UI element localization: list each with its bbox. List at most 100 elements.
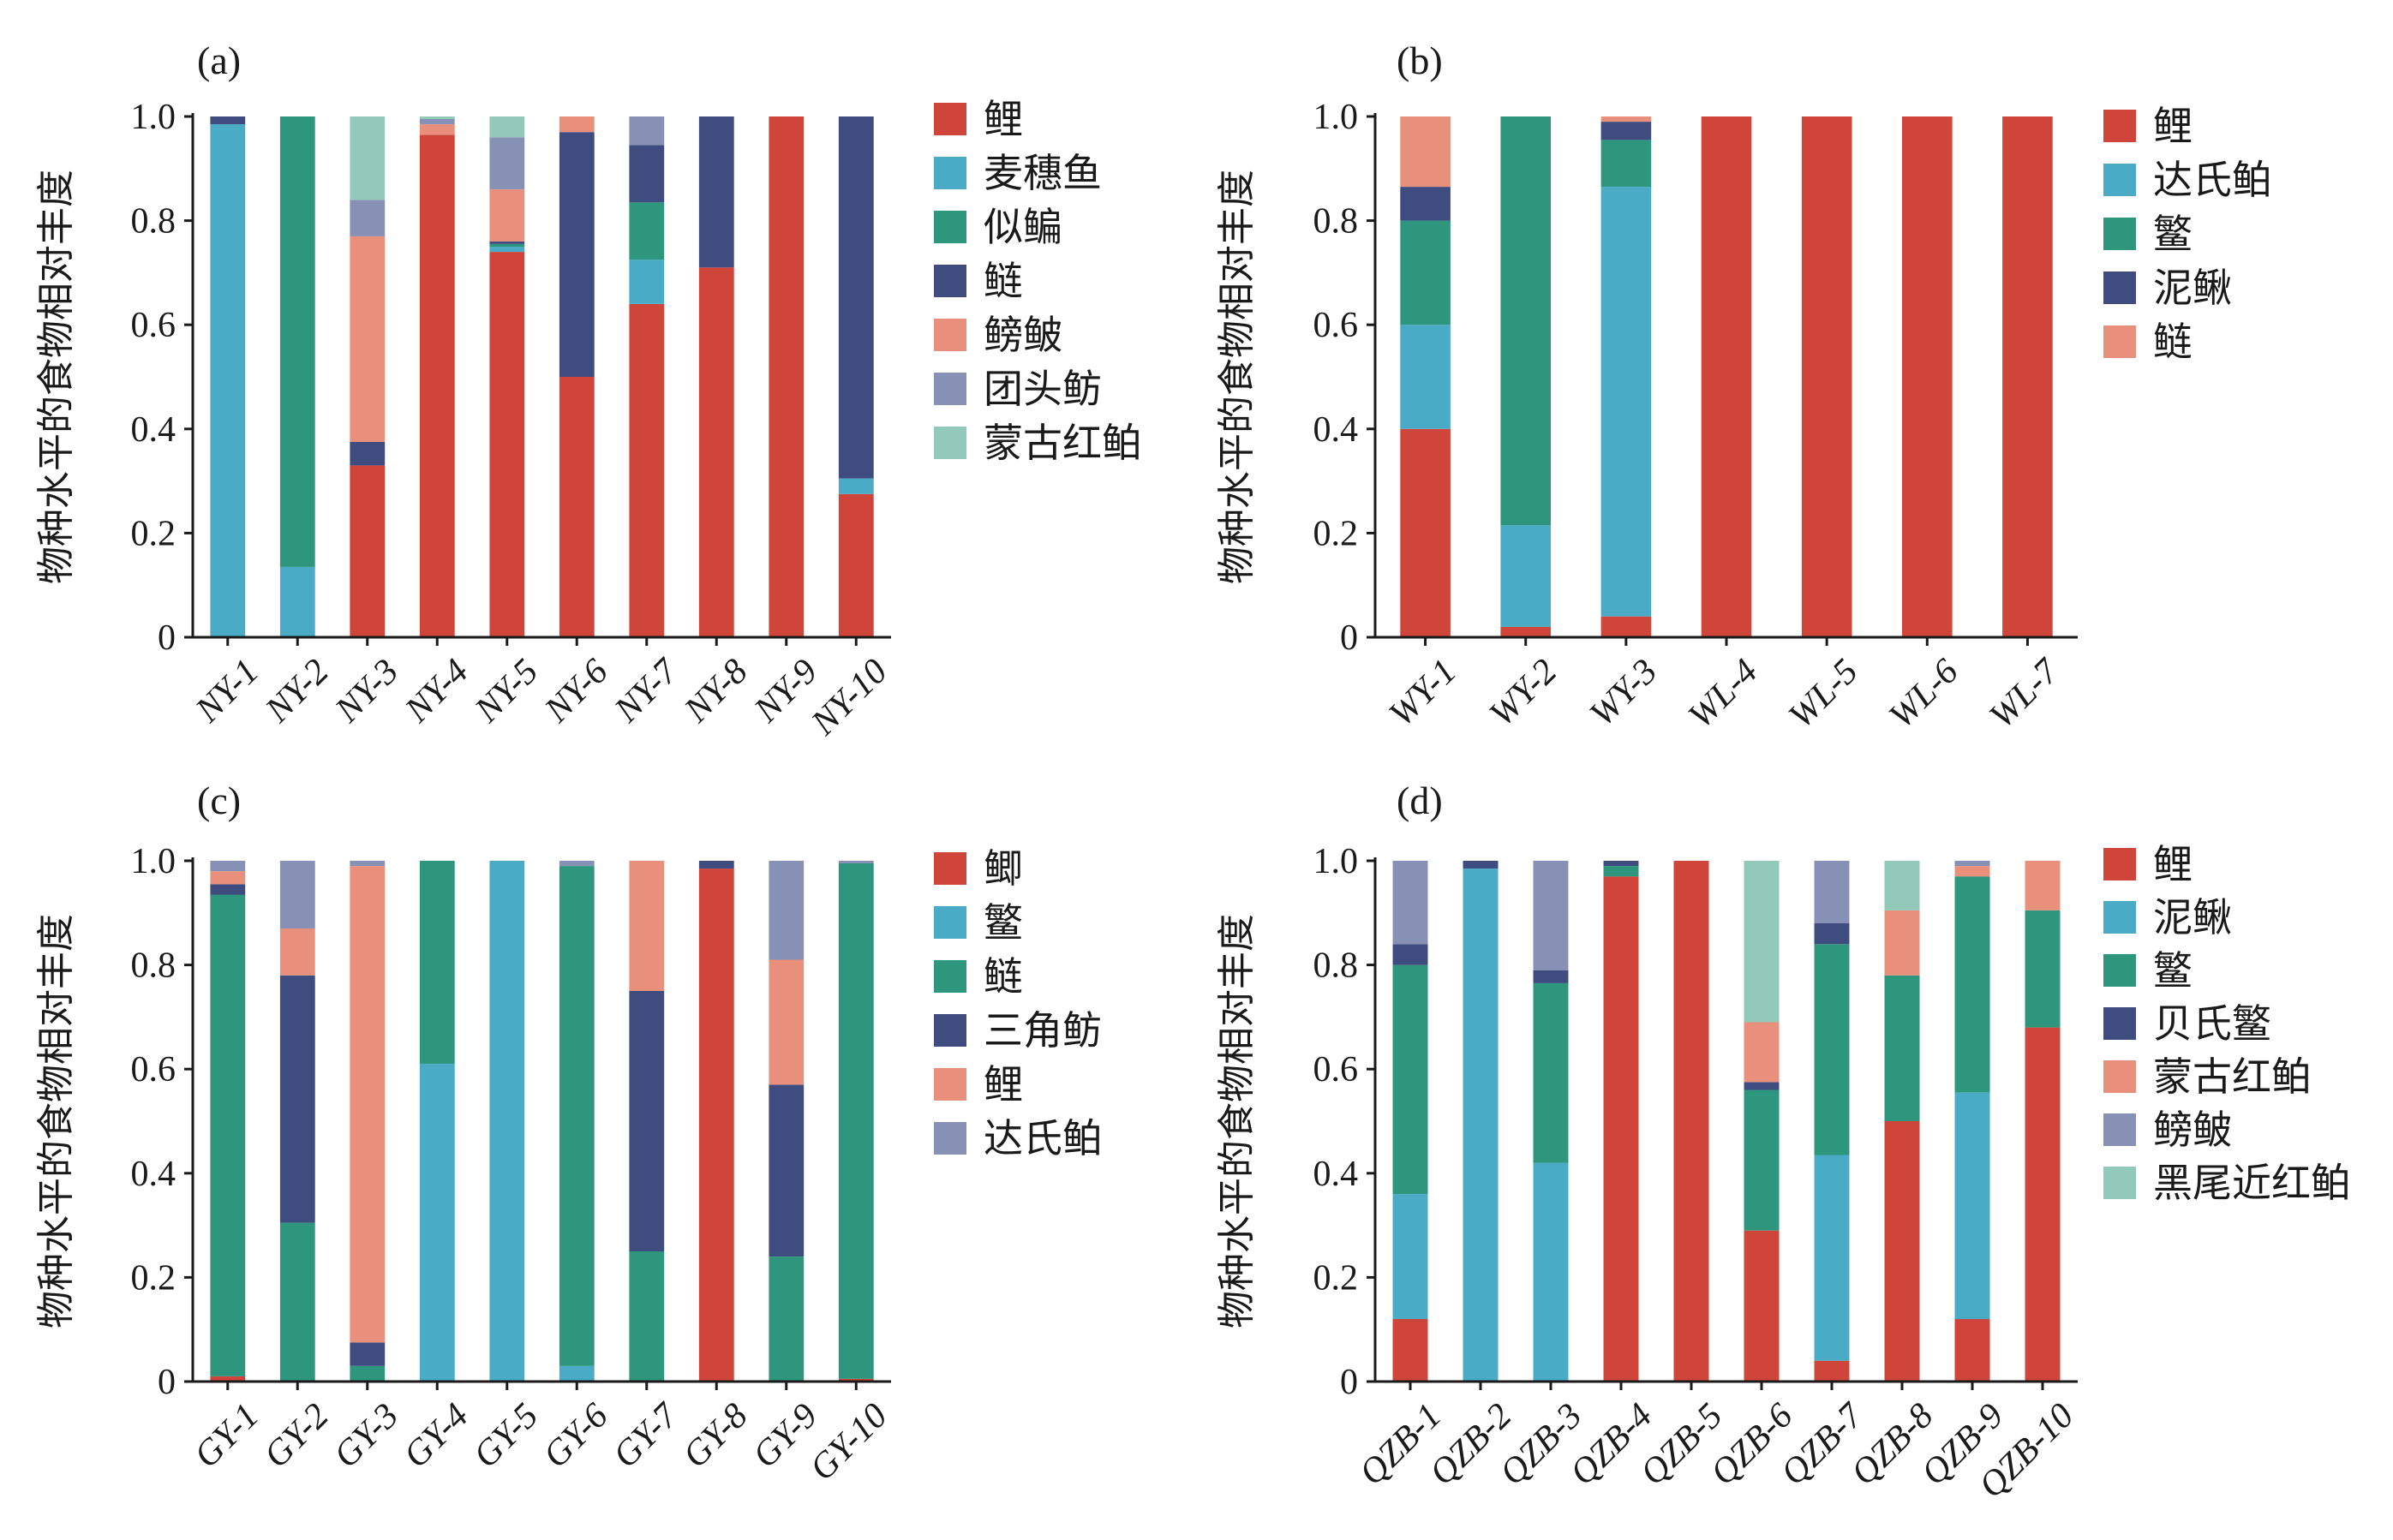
y-tick-label: 0.4 [131, 410, 176, 450]
bar-segment [489, 861, 525, 1382]
legend-swatch [934, 1068, 966, 1101]
legend-label: 鲤 [2153, 841, 2193, 887]
bar-segment [698, 868, 734, 1382]
legend-swatch [2103, 1113, 2136, 1146]
bar-segment [210, 884, 246, 895]
bar-segment [489, 247, 525, 253]
bar-segment [1603, 876, 1639, 1382]
bar-segment [1600, 140, 1652, 188]
bar-segment [1954, 861, 1990, 867]
bar-segment [629, 116, 665, 146]
x-tick-label: GY-7 [606, 1394, 686, 1475]
bar-segment [559, 116, 595, 133]
bar-segment [1673, 861, 1709, 1382]
legend-label: 黑尾近红鲌 [2153, 1160, 2350, 1206]
bar-segment [559, 866, 595, 1366]
bar-segment [279, 116, 315, 567]
bar-segment [559, 861, 595, 867]
bar-segment [1603, 866, 1639, 877]
bar-segment [489, 244, 525, 247]
bar-segment [698, 267, 734, 637]
legend-swatch [2103, 1167, 2136, 1199]
bar-segment [1814, 944, 1850, 1155]
bar-segment [838, 116, 874, 479]
legend-swatch [2103, 164, 2136, 196]
x-tick-label: GY-10 [803, 1396, 895, 1489]
bar-segment [1400, 187, 1451, 221]
bar-segment [279, 1222, 315, 1382]
panel-label: (a) [197, 39, 241, 82]
x-tick-label: NY-7 [607, 650, 687, 731]
x-tick-label: GY-3 [326, 1396, 406, 1476]
x-tick-label: NY-1 [188, 652, 266, 731]
bar-segment [698, 116, 734, 268]
panel-label: (c) [197, 779, 241, 822]
bar-segment [210, 894, 246, 1376]
y-tick-label: 1.0 [1313, 98, 1359, 137]
x-tick-label: GY-8 [676, 1396, 756, 1476]
bar-segment [1400, 220, 1451, 325]
bar-segment [1814, 923, 1850, 945]
bar-segment [1814, 1360, 1850, 1382]
bar-segment [1463, 868, 1499, 1382]
bar-segment [279, 928, 315, 976]
bar-segment [769, 1256, 805, 1382]
bar-segment [559, 377, 595, 637]
bar-segment [1392, 964, 1428, 1195]
panel-b: (b)00.20.40.60.81.0WY-1 WY-2 WY-3 WL-4 WL-5 W… [1215, 39, 2271, 736]
bar-segment [1954, 1092, 1990, 1320]
panel-c: (c)00.20.40.60.81.0GY-1GY-2GY-3GY-4GY-5G… [34, 779, 1102, 1489]
y-tick-label: 0 [1340, 618, 1358, 658]
legend-swatch [934, 211, 966, 243]
y-tick-label: 0.8 [131, 202, 176, 242]
bar-segment [419, 1064, 455, 1382]
bar-segment [350, 866, 386, 1343]
bar-segment [1954, 876, 1990, 1093]
legend-label: 鳘 [2153, 211, 2193, 257]
y-tick-label: 0.6 [131, 306, 176, 345]
bar-segment [629, 145, 665, 203]
y-tick-label: 0.2 [1313, 1258, 1359, 1298]
bar-segment [210, 116, 246, 125]
bar-segment [1500, 626, 1551, 637]
bar-segment [559, 132, 595, 377]
bar-segment [1533, 861, 1569, 970]
legend-swatch [934, 1014, 966, 1047]
legend-swatch [2103, 218, 2136, 250]
bar-segment [1884, 975, 1920, 1121]
bar-segment [1701, 116, 1752, 637]
bar-segment [1801, 116, 1852, 637]
bar-segment [629, 303, 665, 637]
x-tick-label: WL-5 [1781, 652, 1866, 737]
legend-swatch [934, 852, 966, 885]
legend-swatch [934, 319, 966, 351]
bar-segment [1600, 616, 1652, 637]
bar-segment [419, 124, 455, 135]
bar-segment [1744, 1022, 1780, 1083]
panel-label: (b) [1397, 39, 1443, 82]
bar-segment [350, 200, 386, 236]
x-tick-label: NY-6 [537, 652, 616, 731]
bar-segment [1603, 861, 1639, 867]
bar-segment [769, 1084, 805, 1256]
y-axis-label: 物种水平的食物相对丰度 [1215, 914, 1259, 1328]
bar-segment [2025, 1027, 2061, 1382]
bar-segment [279, 975, 315, 1223]
x-tick-label: NY-5 [467, 652, 546, 731]
legend-label: 鳑鲏 [2153, 1107, 2232, 1153]
legend-swatch [934, 906, 966, 939]
bar-segment [1533, 970, 1569, 983]
x-tick-label: WL-7 [1982, 651, 2067, 737]
bar-segment [350, 442, 386, 466]
y-tick-label: 0.6 [1313, 1050, 1359, 1089]
bar-segment [1744, 1089, 1780, 1231]
bar-segment [1902, 116, 1953, 637]
legend-swatch [2103, 954, 2136, 987]
x-tick-label: NY-2 [258, 652, 337, 731]
x-tick-label: NY-8 [677, 652, 756, 731]
legend-label: 鲢 [2153, 319, 2193, 365]
legend-swatch [2103, 272, 2136, 304]
bar-segment [419, 134, 455, 638]
y-tick-label: 0.2 [131, 1258, 176, 1298]
y-tick-label: 0.2 [131, 514, 176, 553]
